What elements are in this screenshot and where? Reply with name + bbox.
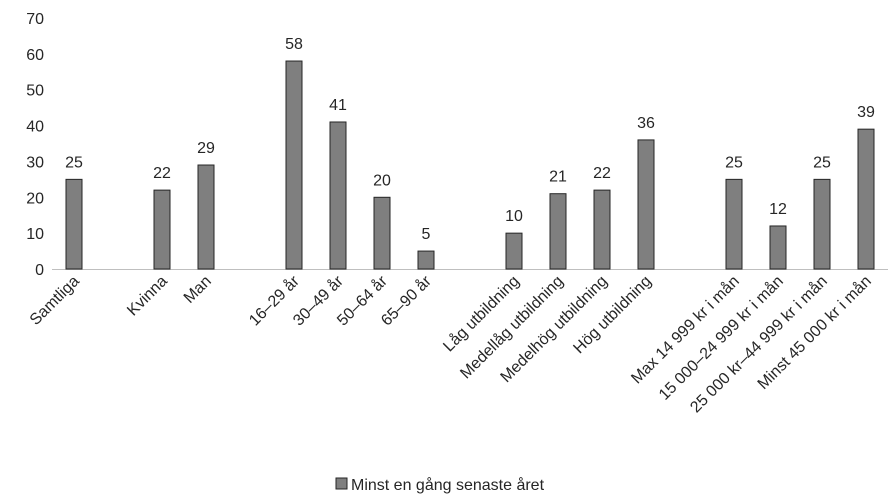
data-label: 25 (725, 154, 743, 171)
category-label: Samtliga (27, 273, 83, 329)
bar (65, 178, 83, 270)
y-tick-label: 50 (26, 83, 44, 100)
bar (417, 250, 435, 270)
y-tick-label: 0 (35, 262, 44, 279)
data-label: 12 (769, 201, 787, 218)
data-label: 25 (65, 154, 83, 171)
bar (593, 189, 611, 270)
data-label: 5 (422, 226, 431, 243)
bar (725, 178, 743, 270)
category-label: Man (181, 273, 215, 307)
data-label: 25 (813, 154, 831, 171)
category-label: Kvinna (124, 273, 171, 320)
data-label: 58 (285, 36, 303, 53)
data-label: 10 (505, 208, 523, 225)
legend-label: Minst en gång senaste året (351, 476, 545, 494)
data-labels: 25 22 29 58 41 20 5 10 21 22 36 25 12 25 39 (65, 36, 875, 243)
y-tick-label: 10 (26, 226, 44, 243)
data-label: 20 (373, 172, 391, 189)
bar (769, 225, 787, 270)
bar (549, 193, 567, 270)
y-tick-label: 20 (26, 190, 44, 207)
category-label: Låg utbildning (440, 272, 523, 355)
data-label: 22 (593, 165, 611, 182)
bar (153, 189, 171, 270)
bar (197, 164, 215, 270)
bar (857, 128, 875, 270)
y-tick-label: 30 (26, 154, 44, 171)
bar (329, 121, 347, 270)
y-axis: 0 10 20 30 40 50 60 70 (26, 11, 44, 279)
data-label: 41 (329, 97, 347, 114)
legend: Minst en gång senaste året (335, 476, 545, 494)
bar (505, 232, 523, 270)
bar-series (65, 60, 875, 270)
y-tick-label: 70 (26, 11, 44, 28)
data-label: 29 (197, 140, 215, 157)
data-label: 39 (857, 104, 875, 121)
y-tick-label: 60 (26, 47, 44, 64)
y-tick-label: 40 (26, 119, 44, 136)
bar (637, 139, 655, 270)
bar (813, 178, 831, 270)
bar (373, 196, 391, 270)
data-label: 36 (637, 115, 655, 132)
legend-swatch (335, 477, 348, 490)
bar (285, 60, 303, 270)
data-label: 21 (549, 169, 567, 186)
data-label: 22 (153, 165, 171, 182)
category-label: Hög utbildning (570, 273, 654, 357)
